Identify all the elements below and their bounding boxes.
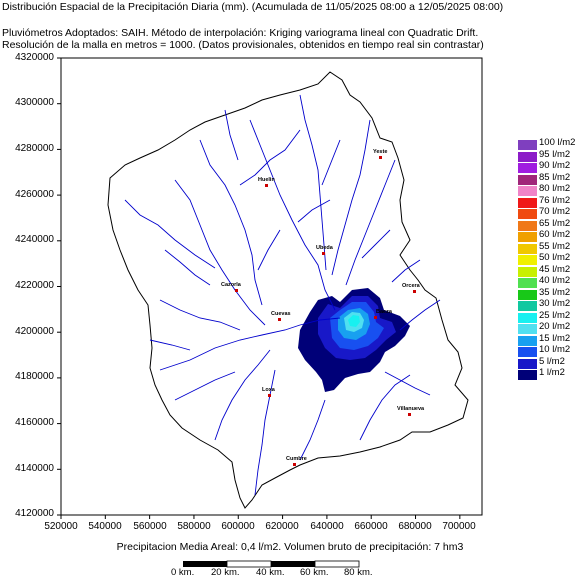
x-tick-label: 700000 — [442, 521, 476, 532]
town-label: Orcera — [402, 283, 420, 289]
basin-outline — [107, 71, 469, 509]
scale-label: 40 km. — [256, 567, 285, 578]
resolution-line: Resolución de la malla en metros = 1000.… — [2, 39, 484, 51]
town-label: Villanueva — [397, 406, 425, 412]
x-tick-label: 560000 — [133, 521, 167, 532]
method-line: Pluviómetros Adoptados: SAIH. Método de … — [2, 27, 479, 39]
y-tick-label: 4140000 — [15, 463, 54, 474]
legend-swatch — [518, 347, 537, 357]
river-network — [124, 94, 441, 496]
legend-label: 70 l/m2 — [539, 206, 571, 217]
town-label: Ubeda — [316, 245, 333, 251]
legend-label: 50 l/m2 — [539, 252, 571, 263]
scale-bar — [183, 560, 360, 568]
legend-label: 65 l/m2 — [539, 217, 571, 229]
legend-swatch — [518, 140, 537, 150]
x-tick-label: 660000 — [354, 521, 388, 532]
legend-swatch — [518, 301, 537, 311]
areal-precipitation-summary: Precipitacion Media Areal: 0,4 l/m2. Vol… — [116, 541, 464, 553]
legend-swatch — [518, 163, 537, 173]
map-title: Distribución Espacial de la Precipitació… — [2, 1, 504, 13]
x-tick-label: 520000 — [44, 521, 78, 532]
legend-swatch — [518, 197, 537, 208]
x-tick-label: 640000 — [310, 521, 344, 532]
legend-label: 55 l/m2 — [539, 240, 571, 252]
legend-label: 20 l/m2 — [539, 321, 571, 332]
precip-25mm-area — [348, 315, 360, 327]
x-tick-label: 580000 — [177, 521, 211, 532]
y-tick-label: 4180000 — [15, 371, 54, 382]
legend-swatch — [518, 232, 537, 242]
legend-swatch — [518, 289, 537, 300]
legend-label: 95 l/m2 — [539, 148, 571, 160]
legend-swatch — [518, 358, 537, 369]
legend-swatch — [518, 324, 537, 334]
scale-label: 60 km. — [300, 567, 329, 578]
y-tick-label: 4240000 — [15, 234, 54, 245]
legend-swatch — [518, 151, 537, 162]
legend-label: 15 l/m2 — [539, 332, 571, 344]
town-markers — [235, 156, 416, 466]
legend-label: 40 l/m2 — [539, 275, 571, 286]
legend-swatch — [518, 186, 537, 196]
scale-label: 20 km. — [211, 567, 240, 578]
town-label: Cuevas — [271, 311, 291, 317]
y-tick-label: 4300000 — [15, 97, 54, 108]
town-label: Huelin — [258, 177, 275, 183]
y-tick-label: 4320000 — [15, 52, 54, 63]
legend-label: 100 l/m2 — [539, 137, 576, 148]
x-tick-label: 600000 — [221, 521, 255, 532]
legend-label: 35 l/m2 — [539, 286, 571, 298]
legend-swatch — [518, 174, 537, 185]
scale-label: 80 km. — [344, 567, 373, 578]
legend-swatch — [518, 278, 537, 288]
legend-label: 60 l/m2 — [539, 229, 571, 240]
legend-swatch — [518, 370, 537, 380]
legend-swatch — [518, 209, 537, 219]
legend-swatch — [518, 255, 537, 265]
legend-label: 45 l/m2 — [539, 263, 571, 275]
legend-swatch — [518, 312, 537, 323]
legend-swatch — [518, 220, 537, 231]
y-tick-label: 4160000 — [15, 417, 54, 428]
legend-swatch — [518, 266, 537, 277]
legend-label: 85 l/m2 — [539, 171, 571, 183]
x-tick-label: 620000 — [265, 521, 299, 532]
town-label: Baeza — [376, 309, 392, 315]
town-label: Yeste — [373, 149, 388, 155]
y-tick-label: 4200000 — [15, 326, 54, 337]
legend-label: 76 l/m2 — [539, 194, 571, 206]
legend-label: 80 l/m2 — [539, 183, 571, 194]
y-tick-label: 4120000 — [15, 508, 54, 519]
town-label: Cumbre — [286, 456, 307, 462]
town-label: Loxa — [262, 387, 275, 393]
x-tick-label: 540000 — [88, 521, 122, 532]
town-label: Cazorla — [221, 282, 241, 288]
legend-label: 30 l/m2 — [539, 298, 571, 309]
legend-swatch — [518, 335, 537, 346]
legend-label: 25 l/m2 — [539, 309, 571, 321]
legend-label: 90 l/m2 — [539, 160, 571, 171]
scale-label: 0 km. — [171, 567, 195, 578]
legend-label: 5 l/m2 — [539, 355, 565, 367]
legend-label: 1 l/m2 — [539, 367, 565, 378]
y-tick-label: 4260000 — [15, 189, 54, 200]
x-tick-label: 680000 — [398, 521, 432, 532]
y-tick-label: 4220000 — [15, 280, 54, 291]
legend-label: 10 l/m2 — [539, 344, 571, 355]
legend-swatch — [518, 243, 537, 254]
y-tick-label: 4280000 — [15, 143, 54, 154]
